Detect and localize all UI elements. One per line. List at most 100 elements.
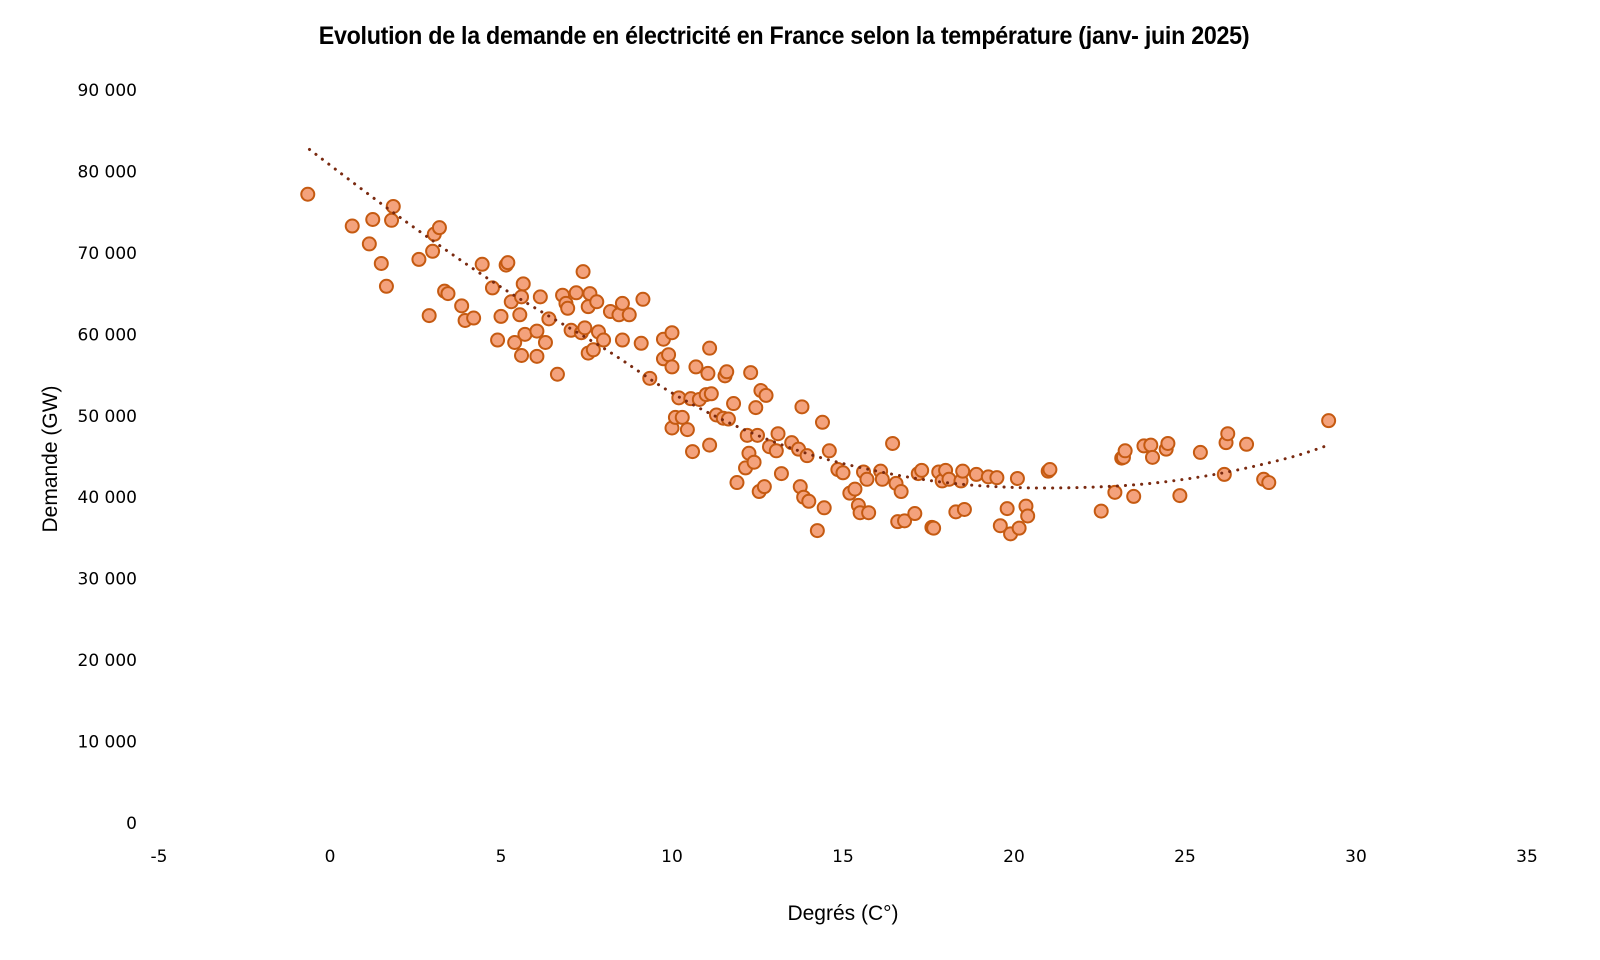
data-point xyxy=(688,359,704,375)
data-point xyxy=(835,465,851,481)
data-point xyxy=(596,332,612,348)
data-point xyxy=(1009,470,1025,486)
y-tick-label: 70 000 xyxy=(78,244,137,264)
data-point xyxy=(897,513,913,529)
data-point xyxy=(1321,413,1337,429)
data-point xyxy=(746,454,762,470)
data-point xyxy=(373,255,389,271)
data-point xyxy=(1117,443,1133,459)
data-point xyxy=(493,308,509,324)
y-tick-label: 20 000 xyxy=(78,651,137,671)
data-point xyxy=(1145,449,1161,465)
data-point xyxy=(955,463,971,479)
data-point xyxy=(344,218,360,234)
data-point xyxy=(384,212,400,228)
x-tick-label: 10 xyxy=(661,847,683,867)
data-point xyxy=(956,501,972,517)
x-tick-label: 5 xyxy=(496,847,507,867)
data-point xyxy=(517,326,533,342)
data-point xyxy=(589,294,605,310)
data-point xyxy=(700,365,716,381)
y-tick-label: 40 000 xyxy=(78,488,137,508)
y-axis-ticks: 0 10 000 20 000 30 000 40 000 50 000 60 000 70 … xyxy=(78,81,137,834)
data-point xyxy=(1160,435,1176,451)
data-point xyxy=(514,289,530,305)
data-point xyxy=(1143,437,1159,453)
data-point xyxy=(1172,488,1188,504)
data-point xyxy=(560,300,576,316)
data-point xyxy=(750,427,765,443)
x-tick-label: 20 xyxy=(1003,847,1025,867)
data-point xyxy=(664,359,680,375)
data-point xyxy=(1011,520,1027,536)
data-point xyxy=(801,493,817,509)
data-point xyxy=(893,484,909,500)
trendline-group xyxy=(307,147,1331,490)
data-point xyxy=(585,342,601,358)
y-tick-label: 0 xyxy=(126,814,137,834)
data-point xyxy=(926,520,942,536)
data-point xyxy=(1261,475,1277,491)
data-point xyxy=(466,310,482,326)
y-axis-title: Demande (GW) xyxy=(39,385,62,532)
data-point xyxy=(989,470,1005,486)
data-point xyxy=(743,365,759,381)
data-point xyxy=(726,396,742,412)
data-point xyxy=(541,311,557,327)
data-point xyxy=(300,186,316,202)
x-tick-label: 30 xyxy=(1345,847,1367,867)
data-point xyxy=(1239,436,1255,452)
data-point xyxy=(454,298,470,314)
data-point xyxy=(537,334,553,350)
data-point xyxy=(621,307,637,323)
data-point xyxy=(512,307,528,323)
data-point xyxy=(729,475,745,491)
data-point xyxy=(421,308,437,324)
x-tick-label: 0 xyxy=(325,847,336,867)
data-point xyxy=(768,443,784,459)
y-tick-label: 50 000 xyxy=(78,407,137,427)
data-point xyxy=(549,366,565,382)
data-point xyxy=(914,462,930,478)
data-point xyxy=(679,422,695,438)
data-point xyxy=(577,320,593,336)
data-point xyxy=(425,243,441,259)
data-point xyxy=(529,348,545,364)
data-point xyxy=(378,278,394,294)
data-point xyxy=(758,387,774,403)
data-point xyxy=(809,523,825,539)
x-tick-label: 15 xyxy=(832,847,854,867)
y-tick-label: 90 000 xyxy=(78,81,137,101)
data-point xyxy=(847,481,863,497)
data-points xyxy=(300,186,1337,542)
chart-title: Evolution de la demande en électricité e… xyxy=(318,22,1250,50)
data-point xyxy=(635,291,651,307)
data-point xyxy=(874,471,890,487)
data-point xyxy=(633,335,649,351)
data-point xyxy=(773,466,789,482)
y-tick-label: 10 000 xyxy=(78,733,137,753)
data-point xyxy=(748,400,764,416)
data-point xyxy=(614,295,630,311)
data-point xyxy=(1216,466,1232,482)
data-point xyxy=(702,340,718,356)
data-point xyxy=(859,471,875,487)
y-tick-label: 60 000 xyxy=(78,325,137,345)
data-point xyxy=(1020,508,1036,524)
data-point xyxy=(821,443,837,459)
data-point xyxy=(431,220,447,236)
data-point xyxy=(814,414,830,430)
data-point xyxy=(484,280,500,296)
data-point xyxy=(756,479,772,495)
y-tick-label: 80 000 xyxy=(78,162,137,182)
data-point xyxy=(411,251,427,267)
x-axis-title: Degrés (C°) xyxy=(787,902,898,925)
data-point xyxy=(861,505,877,521)
data-point xyxy=(907,506,923,522)
x-tick-label: 25 xyxy=(1174,847,1196,867)
data-point xyxy=(507,334,523,350)
data-point xyxy=(614,332,630,348)
data-point xyxy=(514,348,530,364)
data-point xyxy=(1220,426,1236,442)
data-point xyxy=(1042,462,1058,478)
